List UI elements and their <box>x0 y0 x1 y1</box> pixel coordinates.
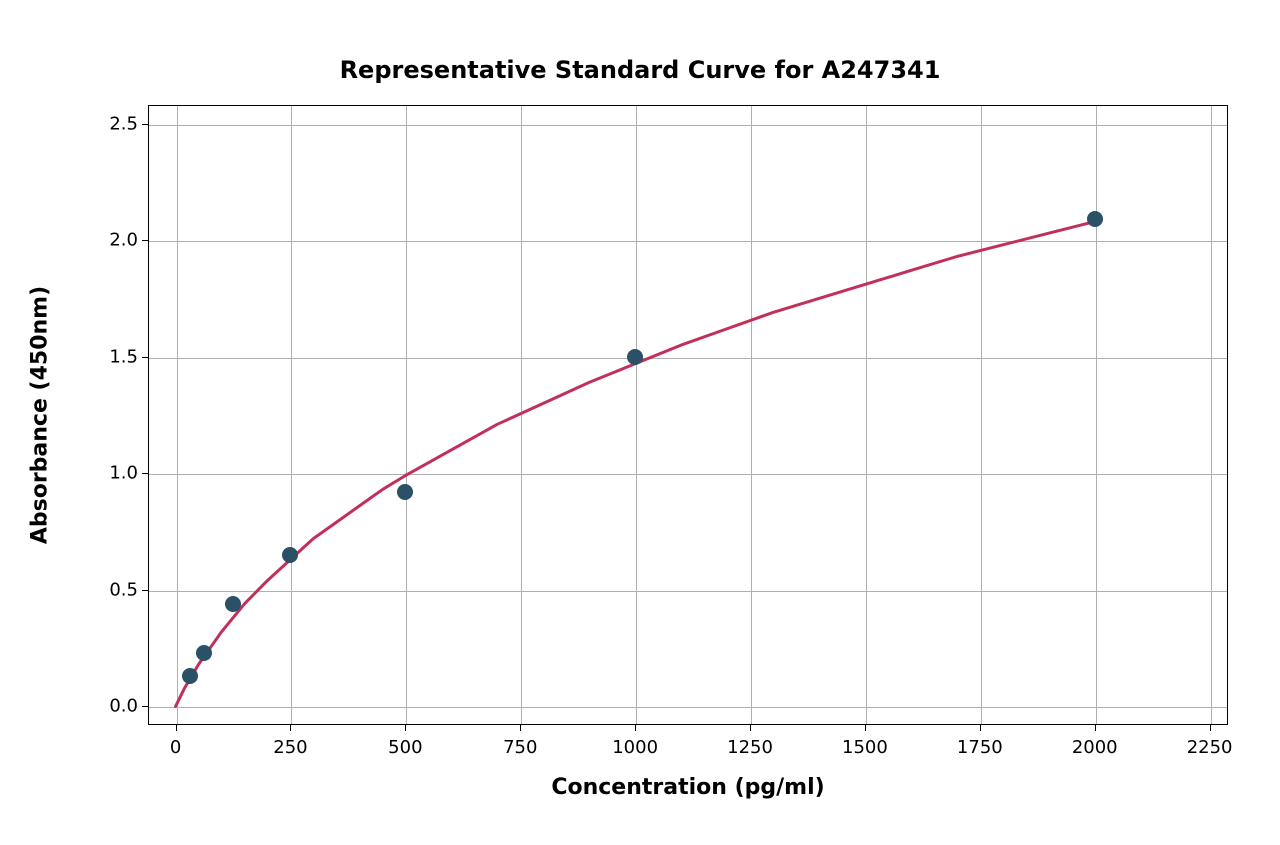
x-tick <box>176 725 177 731</box>
y-tick-label: 2.5 <box>104 113 138 134</box>
x-tick <box>1210 725 1211 731</box>
data-point <box>196 645 212 661</box>
data-point <box>1087 211 1103 227</box>
x-tick <box>405 725 406 731</box>
y-tick-label: 1.5 <box>104 346 138 367</box>
x-tick <box>865 725 866 731</box>
y-tick-label: 0.0 <box>104 696 138 717</box>
x-tick-label: 1500 <box>842 737 888 758</box>
fit-curve <box>148 105 1228 725</box>
x-tick <box>290 725 291 731</box>
y-tick-label: 2.0 <box>104 230 138 251</box>
data-point <box>182 668 198 684</box>
x-tick-label: 2000 <box>1072 737 1118 758</box>
x-tick-label: 1000 <box>612 737 658 758</box>
y-tick-label: 1.0 <box>104 463 138 484</box>
y-axis-label: Absorbance (450nm) <box>28 286 53 544</box>
data-point <box>282 547 298 563</box>
x-tick <box>520 725 521 731</box>
y-tick-label: 0.5 <box>104 579 138 600</box>
x-tick <box>980 725 981 731</box>
x-tick-label: 750 <box>503 737 537 758</box>
chart-title: Representative Standard Curve for A24734… <box>0 56 1280 84</box>
x-tick-label: 1250 <box>727 737 773 758</box>
data-point <box>627 349 643 365</box>
x-tick-label: 500 <box>388 737 422 758</box>
data-point <box>397 484 413 500</box>
x-tick <box>1095 725 1096 731</box>
chart-container: Representative Standard Curve for A24734… <box>0 0 1280 845</box>
x-tick <box>750 725 751 731</box>
x-tick-label: 1750 <box>957 737 1003 758</box>
x-tick-label: 250 <box>273 737 307 758</box>
x-axis-label: Concentration (pg/ml) <box>551 775 824 800</box>
x-tick-label: 2250 <box>1187 737 1233 758</box>
x-tick <box>635 725 636 731</box>
x-tick-label: 0 <box>170 737 181 758</box>
data-point <box>225 596 241 612</box>
